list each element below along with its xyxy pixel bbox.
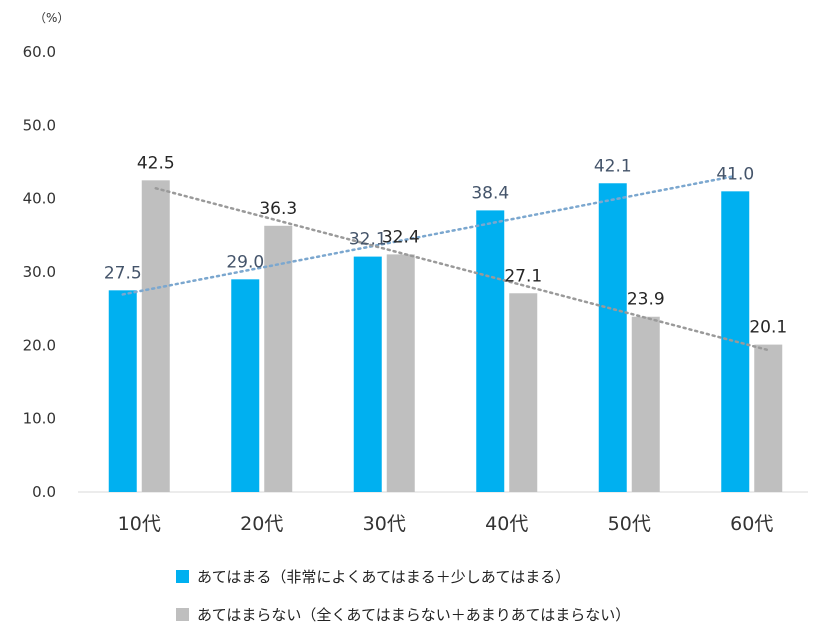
category-labels: 10代 20代 30代 40代 50代 60代 [118,513,774,535]
bar-series-1 [598,183,627,492]
bar-series-1 [353,256,382,492]
data-label-series-2: 27.1 [504,266,542,286]
bar-series-2 [264,225,293,493]
data-label-series-1: 42.1 [594,156,632,176]
x-category-label: 40代 [485,513,528,535]
bar-series-1 [108,290,137,492]
legend-label-disagree: あてはまらない（全くあてはまらない＋あまりあてはまらない） [197,606,631,624]
trendline-series-2 [154,187,770,352]
bar-series-2 [141,180,170,493]
x-category-label: 60代 [730,513,773,535]
y-tick-label: 40.0 [23,190,56,208]
data-label-series-1: 29.0 [226,252,264,272]
data-label-series-2: 20.1 [749,318,787,338]
data-labels: 27.5 29.0 32.1 38.4 42.1 41.0 42.5 36.3 32.4 27.1… [104,153,787,337]
data-label-series-2: 42.5 [137,153,175,173]
data-label-series-2: 23.9 [627,290,665,310]
bar-series-2 [386,254,415,492]
data-label-series-2: 32.4 [382,227,420,247]
y-unit-label: （%） [34,11,69,25]
y-tick-label: 60.0 [23,43,56,61]
bar-series-1 [476,210,505,492]
x-category-label: 10代 [118,513,161,535]
legend-swatch-disagree [176,608,189,621]
data-label-series-1: 27.5 [104,263,142,283]
bars [108,180,783,493]
x-category-label: 50代 [608,513,651,535]
data-label-series-1: 41.0 [716,164,754,184]
trendline-series-1 [121,174,737,296]
x-category-label: 20代 [240,513,283,535]
bar-series-1 [231,279,260,492]
y-tick-label: 10.0 [23,410,56,428]
legend-label-agree: あてはまる（非常によくあてはまる＋少しあてはまる） [197,568,571,586]
y-tick-label: 50.0 [23,116,56,134]
data-label-series-2: 36.3 [259,199,297,219]
legend-item-disagree: あてはまらない（全くあてはまらない＋あまりあてはまらない） [176,604,630,625]
legend-swatch-agree [176,570,189,583]
bar-series-2 [631,316,660,492]
y-tick-label: 0.0 [32,483,56,501]
x-category-label: 30代 [363,513,406,535]
bar-series-2 [754,344,783,492]
y-tick-label: 20.0 [23,336,56,354]
bar-series-2 [509,293,538,492]
trendlines [121,174,770,352]
y-tick-label: 30.0 [23,263,56,281]
y-axis-ticks: 0.0 10.0 20.0 30.0 40.0 50.0 60.0 [23,43,56,501]
legend-item-agree: あてはまる（非常によくあてはまる＋少しあてはまる） [176,566,570,587]
data-label-series-1: 32.1 [349,230,387,250]
data-label-series-1: 38.4 [471,183,509,203]
